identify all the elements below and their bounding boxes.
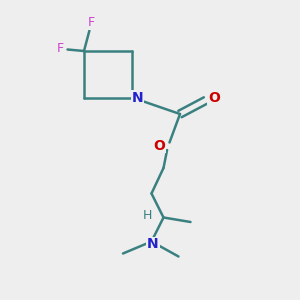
Text: N: N — [132, 91, 143, 104]
Text: H: H — [142, 208, 152, 222]
Text: F: F — [88, 16, 95, 29]
Text: F: F — [56, 41, 64, 55]
Text: O: O — [153, 139, 165, 152]
Text: N: N — [147, 238, 159, 251]
Text: O: O — [208, 91, 220, 104]
